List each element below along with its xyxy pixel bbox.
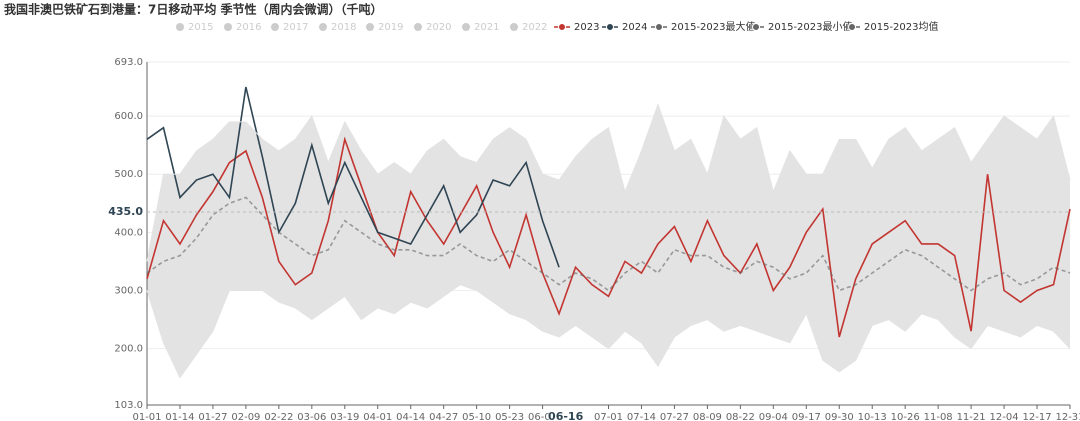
y-tick-label: 400.0 (114, 227, 143, 238)
x-tick-label: 09-17 (792, 412, 821, 421)
legend-marker (224, 23, 232, 31)
pointer-y-box (109, 203, 145, 220)
x-tick-label: 08-22 (726, 412, 755, 421)
x-tick-label: 07-14 (627, 412, 656, 421)
series-line (146, 86, 560, 268)
x-tick-label: 12-04 (990, 412, 1019, 421)
x-tick-label: 04-01 (363, 412, 392, 421)
band-edge (146, 284, 1071, 379)
legend-label: 2016 (236, 22, 261, 33)
legend-label: 2018 (331, 22, 356, 33)
y-tick-label: 103.0 (114, 400, 143, 411)
legend-marker (462, 23, 470, 31)
x-tick-label: 06-05 (528, 412, 557, 421)
legend-label: 2015-2023均值 (864, 20, 939, 33)
legend-label: 2024 (622, 22, 647, 33)
legend-marker (606, 23, 614, 31)
x-tick-label: 01-01 (132, 412, 161, 421)
legend-marker (271, 23, 279, 31)
x-tick-label: 10-26 (891, 412, 920, 421)
x-tick-label: 04-27 (429, 412, 458, 421)
legend-marker (176, 23, 184, 31)
x-tick-label: 07-27 (660, 412, 689, 421)
legend-label: 2020 (426, 22, 451, 33)
band-fill (147, 104, 1070, 378)
y-tick-label: 200.0 (114, 344, 143, 355)
legend-marker (510, 23, 518, 31)
x-tick-label: 11-08 (924, 412, 953, 421)
x-tick-label: 02-09 (231, 412, 260, 421)
x-tick-label: 05-23 (495, 412, 524, 421)
legend-label: 2017 (283, 22, 308, 33)
x-tick-label: 09-04 (759, 412, 788, 421)
x-tick-label: 08-09 (693, 412, 722, 421)
x-tick-label: 05-10 (462, 412, 491, 421)
x-tick-label: 07-01 (594, 412, 623, 421)
x-tick-label: 12-17 (1023, 412, 1052, 421)
band-edge (146, 102, 1071, 262)
x-tick-label: 09-30 (825, 412, 854, 421)
x-tick-label: 12-31 (1055, 412, 1080, 421)
x-tick-label: 11-21 (957, 412, 986, 421)
pointer-y-label: 435.0 (108, 205, 143, 218)
legend-label: 2015 (188, 22, 213, 33)
x-tick-label: 02-22 (264, 412, 293, 421)
y-tick-label: 300.0 (114, 285, 143, 296)
series-line (146, 136, 1071, 338)
legend-label: 2023 (574, 22, 599, 33)
pointer-x-label: 06-16 (548, 410, 584, 421)
pointer-x-box (548, 409, 583, 421)
x-tick-label: 10-13 (858, 412, 887, 421)
x-tick-label: 03-06 (297, 412, 326, 421)
legend-label: 2021 (474, 22, 499, 33)
x-tick-label: 04-14 (396, 412, 425, 421)
x-tick-label: 01-27 (198, 412, 227, 421)
x-tick-label: 03-19 (330, 412, 359, 421)
legend-marker (319, 23, 327, 31)
y-tick-label: 600.0 (114, 111, 143, 122)
legend-marker (558, 23, 566, 31)
legend-label: 2022 (522, 22, 547, 33)
legend-marker (848, 23, 856, 31)
legend-marker (655, 23, 663, 31)
legend-label: 2019 (378, 22, 403, 33)
y-tick-label: 500.0 (114, 169, 143, 180)
legend-label: 2015-2023最大值 (671, 20, 756, 33)
legend-marker (366, 23, 374, 31)
y-tick-label: 693.0 (114, 57, 143, 68)
legend-marker (414, 23, 422, 31)
chart-title: 我国非澳巴铁矿石到港量：7日移动平均 季节性（周内会微调）（千吨） (4, 2, 383, 17)
legend-label: 2015-2023最小值 (768, 20, 853, 33)
legend-marker (752, 23, 760, 31)
x-tick-label: 01-14 (165, 412, 194, 421)
